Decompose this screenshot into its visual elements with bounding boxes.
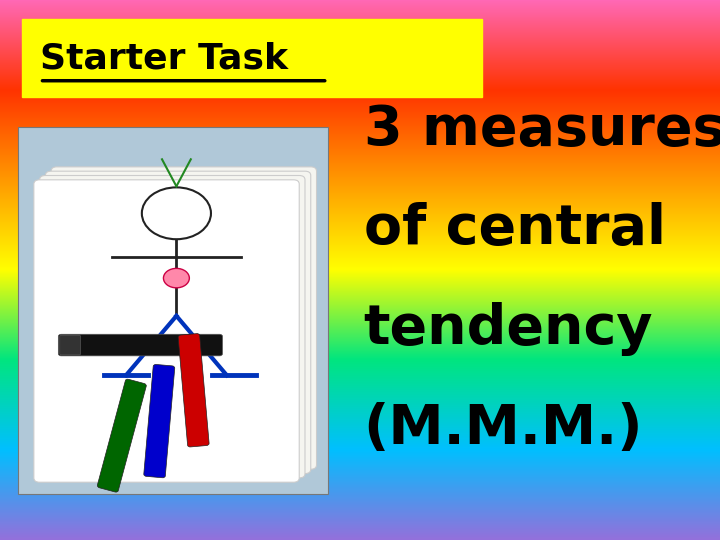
- Text: (M.M.M.): (M.M.M.): [364, 402, 643, 456]
- Circle shape: [163, 268, 189, 288]
- Text: 3 measures: 3 measures: [364, 103, 720, 157]
- Text: tendency: tendency: [364, 302, 653, 356]
- FancyBboxPatch shape: [18, 127, 328, 494]
- Circle shape: [142, 187, 211, 239]
- FancyBboxPatch shape: [40, 176, 305, 478]
- Text: Starter Task: Starter Task: [40, 41, 287, 75]
- FancyBboxPatch shape: [22, 19, 482, 97]
- FancyBboxPatch shape: [178, 334, 209, 447]
- FancyBboxPatch shape: [144, 364, 175, 478]
- FancyBboxPatch shape: [97, 379, 146, 492]
- Text: of central: of central: [364, 202, 665, 256]
- FancyBboxPatch shape: [45, 171, 311, 474]
- FancyBboxPatch shape: [60, 335, 81, 355]
- FancyBboxPatch shape: [58, 334, 222, 356]
- FancyBboxPatch shape: [34, 180, 300, 482]
- FancyBboxPatch shape: [51, 167, 317, 469]
